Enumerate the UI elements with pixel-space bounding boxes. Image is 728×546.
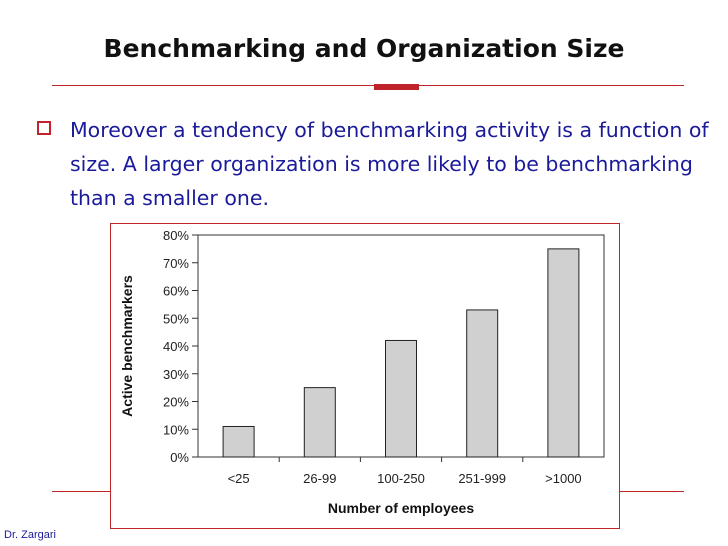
bar bbox=[547, 248, 580, 458]
x-tick-label: >1000 bbox=[545, 471, 582, 486]
y-tick-label: 70% bbox=[163, 256, 189, 271]
bullet-square-icon bbox=[37, 121, 51, 135]
y-tick-label: 30% bbox=[163, 367, 189, 382]
y-tick-label: 50% bbox=[163, 311, 189, 326]
y-axis-label: Active benchmarkers bbox=[119, 275, 135, 417]
y-tick-label: 20% bbox=[163, 395, 189, 410]
y-tick-label: 60% bbox=[163, 284, 189, 299]
bars bbox=[222, 248, 580, 458]
bar-chart: 0% 10% 20% 30% 40% 50% 60% 70% 80% <25 26-99 100-2… bbox=[119, 228, 605, 516]
y-tick-label: 10% bbox=[163, 422, 189, 437]
chart-frame bbox=[110, 223, 620, 529]
bar bbox=[303, 387, 336, 458]
bar bbox=[222, 425, 255, 458]
y-tick-label: 80% bbox=[163, 228, 189, 243]
x-tick-label: <25 bbox=[228, 471, 250, 486]
bar bbox=[385, 339, 417, 458]
x-tick-label: 251-999 bbox=[458, 471, 506, 486]
x-tick-label: 100-250 bbox=[377, 471, 425, 486]
title-divider bbox=[52, 85, 684, 86]
footer-author: Dr. Zargari bbox=[4, 529, 56, 541]
title-divider-accent bbox=[374, 84, 419, 90]
bullet-text: Moreover a tendency of benchmarking acti… bbox=[70, 118, 709, 210]
bar bbox=[466, 309, 499, 458]
x-axis-ticks: <25 26-99 100-250 251-999 >1000 bbox=[228, 457, 582, 486]
y-axis-ticks: 0% 10% 20% 30% 40% 50% 60% 70% 80% bbox=[163, 228, 198, 465]
slide-title: Benchmarking and Organization Size bbox=[103, 34, 625, 63]
y-tick-label: 40% bbox=[163, 339, 189, 354]
y-tick-label: 0% bbox=[170, 450, 189, 465]
x-tick-label: 26-99 bbox=[303, 471, 336, 486]
x-axis-label: Number of employees bbox=[328, 500, 474, 516]
